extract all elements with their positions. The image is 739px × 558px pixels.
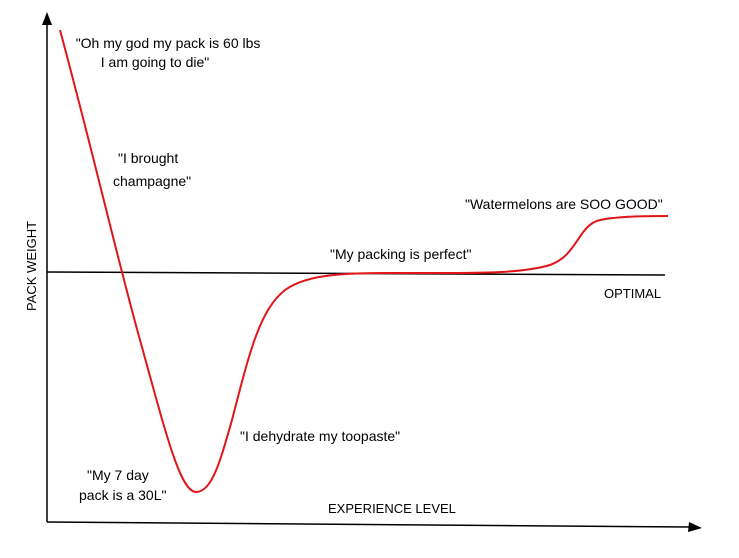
- annotation-60-lbs: "Oh my god my pack is 60 lbs I am going …: [76, 35, 265, 70]
- x-axis-arrow-icon: [688, 522, 702, 532]
- y-axis-label: PACK WEIGHT: [24, 221, 39, 311]
- annotation-packing-perfect: "My packing is perfect": [330, 246, 471, 262]
- series-line: [59, 29, 669, 494]
- y-axis-arrow-icon: [42, 12, 52, 25]
- annotation-watermelons: "Watermelons are SOO GOOD": [465, 196, 663, 212]
- x-axis: [46, 521, 691, 528]
- optimal-label: OPTIMAL: [604, 286, 661, 301]
- x-axis-label: EXPERIENCE LEVEL: [328, 501, 456, 516]
- annotation-30l-pack: "My 7 day pack is a 30L": [79, 467, 166, 503]
- annotation-toothpaste: "I dehydrate my toopaste": [240, 428, 400, 444]
- annotation-champagne: "I brought champagne": [113, 150, 191, 189]
